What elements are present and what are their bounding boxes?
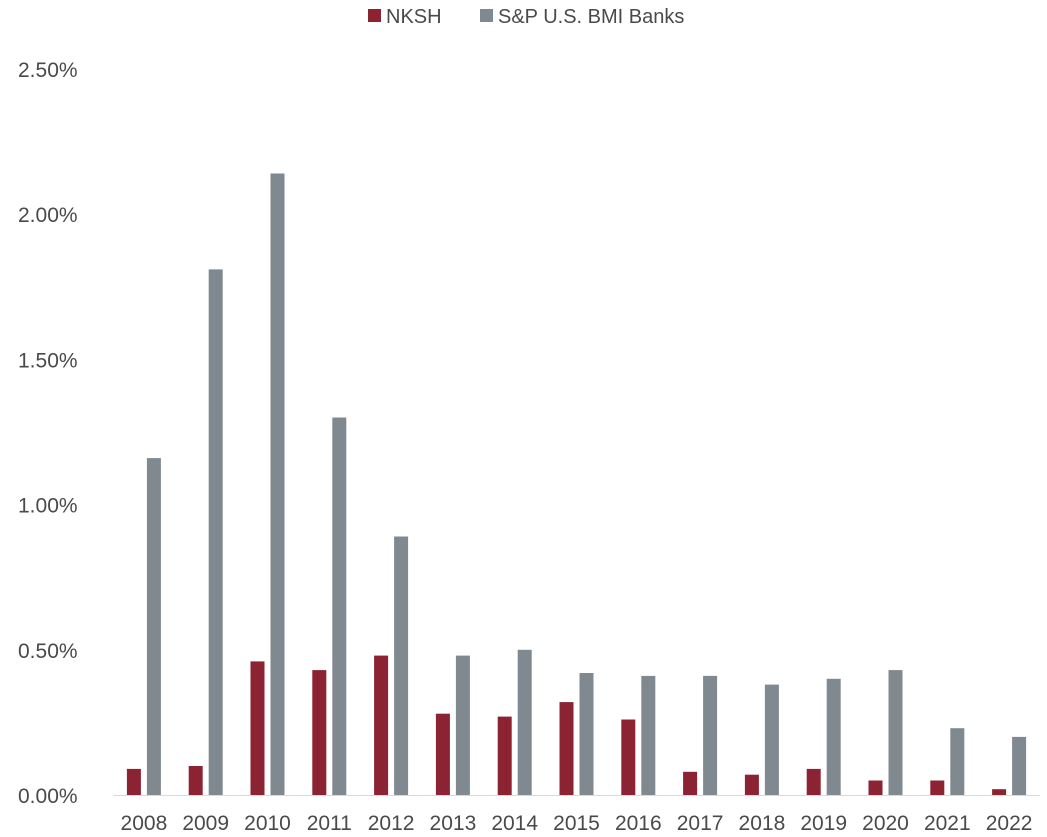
x-tick-label: 2014 xyxy=(491,812,538,835)
bar-sp-bmi-banks-2013 xyxy=(455,655,470,795)
bar-nksh-2014 xyxy=(497,716,512,795)
x-tick-label: 2021 xyxy=(924,812,971,835)
bar-nksh-2009 xyxy=(188,766,203,795)
x-tick-label: 2020 xyxy=(862,812,909,835)
bar-sp-bmi-banks-2008 xyxy=(146,458,161,795)
bar-group-2009 xyxy=(188,269,223,795)
bar-nksh-2013 xyxy=(435,713,450,795)
x-tick-label: 2017 xyxy=(677,812,724,835)
x-tick-label: 2022 xyxy=(986,812,1033,835)
legend-label-nksh: NKSH xyxy=(386,6,442,28)
bar-sp-bmi-banks-2021 xyxy=(950,728,965,795)
legend-swatch-nksh xyxy=(368,9,381,22)
bar-group-2012 xyxy=(374,536,409,795)
bar-group-2013 xyxy=(435,655,470,795)
y-tick-label: 0.00% xyxy=(18,785,78,808)
bar-sp-bmi-banks-2017 xyxy=(703,675,718,795)
bar-nksh-2008 xyxy=(126,768,141,795)
bar-group-2021 xyxy=(930,728,965,795)
bar-group-2015 xyxy=(559,673,594,795)
bar-nksh-2010 xyxy=(250,661,265,795)
x-tick-label: 2019 xyxy=(800,812,847,835)
bar-sp-bmi-banks-2010 xyxy=(270,173,285,795)
bar-sp-bmi-banks-2012 xyxy=(394,536,409,795)
bar-sp-bmi-banks-2019 xyxy=(826,678,841,795)
bar-group-2018 xyxy=(744,684,779,795)
x-tick-label: 2016 xyxy=(615,812,662,835)
x-tick-label: 2013 xyxy=(430,812,477,835)
bar-sp-bmi-banks-2020 xyxy=(888,670,903,795)
bar-sp-bmi-banks-2015 xyxy=(579,673,594,795)
legend: NKSH S&P U.S. BMI Banks xyxy=(368,6,684,28)
y-tick-label: 0.50% xyxy=(18,640,78,663)
bar-group-2022 xyxy=(992,736,1027,795)
bar-nksh-2017 xyxy=(683,771,698,795)
x-tick-label: 2012 xyxy=(368,812,415,835)
y-tick-label: 2.00% xyxy=(18,204,78,227)
x-tick-label: 2018 xyxy=(739,812,786,835)
bar-sp-bmi-banks-2011 xyxy=(332,417,347,795)
bar-nksh-2015 xyxy=(559,702,574,795)
bar-group-2017 xyxy=(683,675,718,795)
bar-group-2010 xyxy=(250,173,285,795)
x-tick-label: 2009 xyxy=(182,812,229,835)
bar-nksh-2021 xyxy=(930,780,945,795)
y-tick-label: 1.50% xyxy=(18,349,78,372)
x-tick-label: 2011 xyxy=(307,812,352,835)
bar-group-2016 xyxy=(621,675,656,795)
bar-group-2008 xyxy=(126,458,161,795)
bar-nksh-2016 xyxy=(621,719,636,795)
legend-swatch-sp-bmi-banks xyxy=(480,9,493,22)
bar-nksh-2020 xyxy=(868,780,883,795)
y-axis: 0.00% 0.50% 1.00% 1.50% 2.00% 2.50% xyxy=(18,59,78,808)
bar-sp-bmi-banks-2022 xyxy=(1012,736,1027,795)
bar-nksh-2019 xyxy=(806,768,821,795)
x-tick-label: 2010 xyxy=(244,812,291,835)
y-tick-label: 1.00% xyxy=(18,495,78,518)
bar-sp-bmi-banks-2014 xyxy=(517,649,532,795)
bar-nksh-2018 xyxy=(744,774,759,795)
bar-nksh-2022 xyxy=(992,789,1007,795)
x-tick-label: 2015 xyxy=(553,812,600,835)
bar-group-2019 xyxy=(806,678,841,795)
legend-label-sp-bmi-banks: S&P U.S. BMI Banks xyxy=(498,6,684,28)
bars xyxy=(126,173,1027,795)
x-axis: 2008 2009 2010 2011 2012 2013 2014 2015 2016 2017… xyxy=(121,812,1033,835)
bar-nksh-2011 xyxy=(312,670,327,795)
bar-sp-bmi-banks-2016 xyxy=(641,675,656,795)
bar-sp-bmi-banks-2018 xyxy=(764,684,779,795)
bar-nksh-2012 xyxy=(374,655,389,795)
bar-group-2011 xyxy=(312,417,347,795)
x-tick-label: 2008 xyxy=(121,812,168,835)
y-tick-label: 2.50% xyxy=(18,59,78,82)
bar-sp-bmi-banks-2009 xyxy=(208,269,223,795)
bar-group-2014 xyxy=(497,649,532,795)
bar-group-2020 xyxy=(868,670,903,795)
